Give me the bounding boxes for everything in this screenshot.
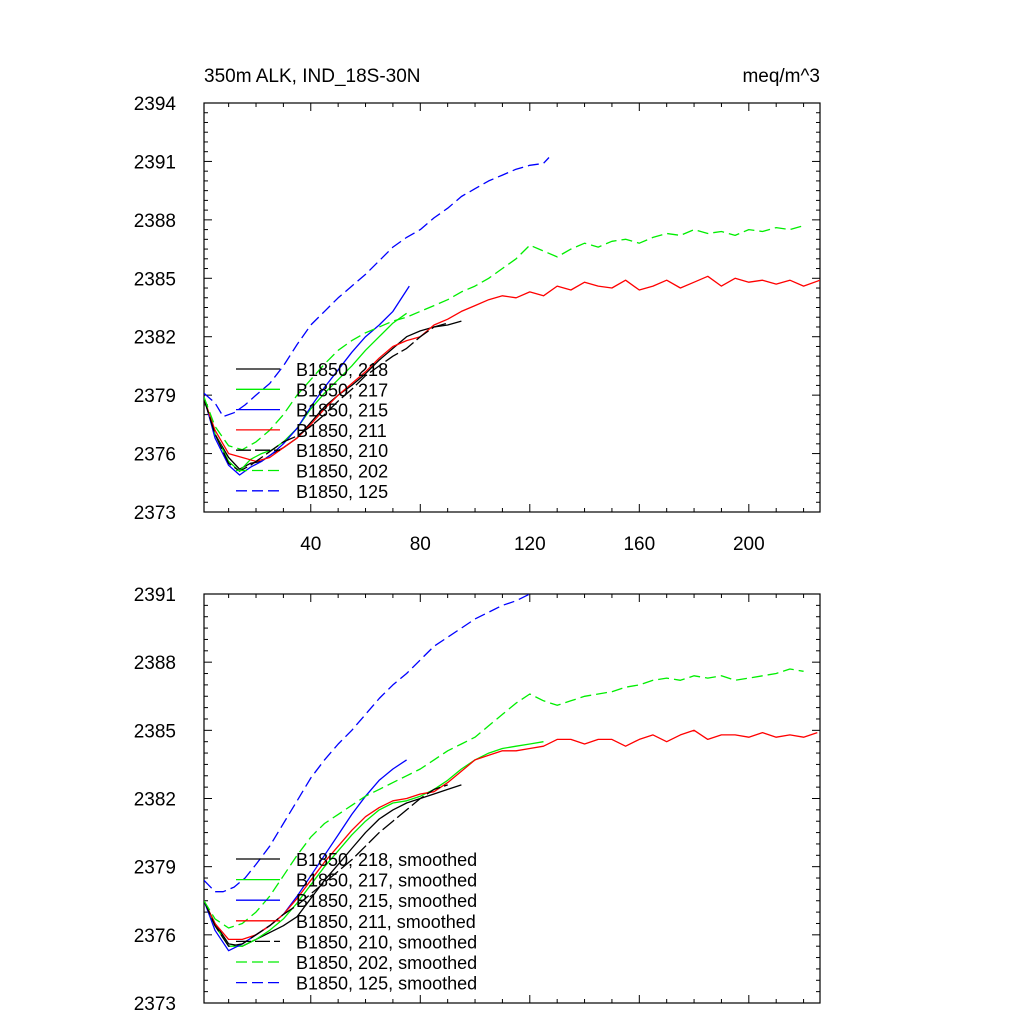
legend-label: B1850, 210, smoothed — [296, 932, 477, 952]
y-tick-label: 2391 — [134, 152, 176, 173]
x-tick-label: 120 — [514, 534, 546, 555]
y-tick-label: 2388 — [134, 653, 176, 674]
legend-label: B1850, 218, smoothed — [296, 850, 477, 870]
x-tick-label: 200 — [733, 534, 765, 555]
y-tick-label: 2379 — [134, 386, 176, 407]
y-tick-label: 2391 — [134, 585, 176, 606]
series-line-6 — [204, 668, 804, 929]
legend-label: B1850, 215, smoothed — [296, 891, 477, 911]
x-tick-label: 160 — [623, 534, 655, 555]
series-line-5 — [204, 784, 448, 947]
legend-label: B1850, 202 — [296, 462, 388, 482]
series-line-2 — [204, 741, 544, 947]
y-tick-label: 2385 — [134, 269, 176, 290]
legend-label: B1850, 217, smoothed — [296, 871, 477, 891]
legend-label: B1850, 125 — [296, 482, 388, 502]
y-tick-label: 2376 — [134, 445, 176, 466]
legend-label: B1850, 211 — [296, 421, 387, 441]
top-panel: 40 80 120 160 200 2373 2376 2379 2382 2385 2388 239… — [134, 94, 821, 555]
series-line-3 — [204, 285, 410, 476]
x-tick-label: 80 — [410, 534, 431, 555]
legend-label: B1850, 125, smoothed — [296, 974, 477, 994]
series-group — [204, 157, 820, 476]
y-tick-label: 2388 — [134, 211, 176, 232]
y-tick-label: 2382 — [134, 790, 176, 811]
y-tick-label: 2382 — [134, 328, 176, 349]
chart-units: meq/m^3 — [742, 66, 820, 87]
series-line-6 — [204, 225, 804, 451]
legend-label: B1850, 211, smoothed — [296, 912, 476, 932]
legend-label: B1850, 217 — [296, 380, 388, 400]
series-line-3 — [204, 759, 407, 952]
legend-label: B1850, 215 — [296, 401, 388, 421]
series-line-7 — [204, 157, 550, 418]
y-tick-label: 2379 — [134, 858, 176, 879]
series-line-7 — [204, 594, 532, 893]
series-group — [204, 594, 818, 952]
y-tick-label: 2373 — [134, 503, 176, 524]
series-line-4 — [204, 729, 818, 941]
y-tick-label: 2373 — [134, 994, 176, 1015]
y-tick-label: 2385 — [134, 721, 176, 742]
chart-title: 350m ALK, IND_18S-30N — [204, 66, 421, 87]
legend-label: B1850, 202, smoothed — [296, 953, 477, 973]
legend-label: B1850, 210 — [296, 441, 388, 461]
y-tick-label: 2376 — [134, 926, 176, 947]
legend-label: B1850, 218 — [296, 360, 388, 380]
y-tick-label: 2394 — [134, 94, 177, 115]
bottom-panel: 2373 2376 2379 2382 2385 2388 2391 B1850, 218, … — [134, 585, 821, 1015]
x-tick-label: 40 — [300, 534, 321, 555]
